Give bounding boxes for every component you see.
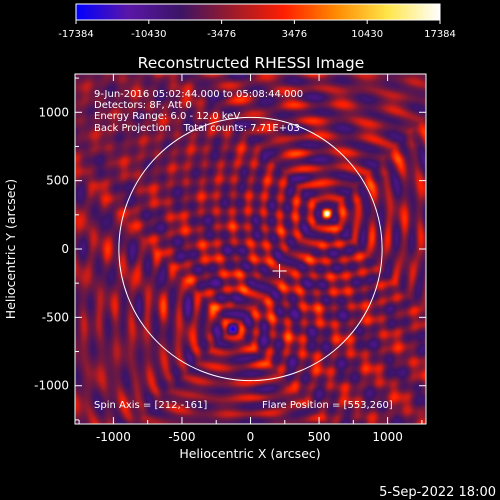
y-tick-label: 1000: [38, 105, 69, 119]
colorbar-tick-label: 3476: [282, 29, 307, 40]
footer-timestamp: 5-Sep-2022 18:00: [379, 485, 496, 500]
colorbar-tick-label: 17384: [424, 29, 456, 40]
y-axis-label: Heliocentric Y (arcsec): [3, 179, 18, 319]
colorbar: [75, 3, 441, 21]
colorbar-tick-label: -3476: [207, 29, 236, 40]
info-line-energy: Energy Range: 6.0 - 12.0 keV: [94, 111, 240, 122]
y-tick-label: -1000: [34, 379, 69, 393]
colorbar-tick-label: 10430: [351, 29, 383, 40]
x-tick-label: 0: [247, 430, 255, 444]
y-tick-label: 0: [61, 242, 69, 256]
colorbar-tick-label: -17384: [58, 29, 93, 40]
y-axis-ticks: -1000 -500 0 500 1000: [34, 77, 426, 421]
y-tick-label: -500: [42, 310, 69, 324]
x-axis-ticks: -1000 -500 0 500 1000: [78, 74, 423, 444]
info-line-time-range: 9-Jun-2016 05:02:44.000 to 05:08:44.000: [94, 89, 303, 100]
heatmap-image: [75, 74, 426, 424]
colorbar-ticks: -17384 -10430 -3476 3476 10430 17384: [58, 20, 456, 40]
x-tick-label: -1000: [96, 430, 131, 444]
x-axis-label: Heliocentric X (arcsec): [179, 446, 320, 461]
spin-axis-marker: [272, 264, 287, 279]
chart-title: Reconstructed RHESSI Image: [138, 54, 365, 72]
x-tick-label: 1000: [372, 430, 403, 444]
flare-position-label: Flare Position = [553,260]: [262, 400, 393, 411]
x-tick-label: 500: [308, 430, 331, 444]
solar-limb-circle: [118, 116, 383, 382]
y-tick-label: 500: [46, 174, 69, 188]
x-tick-label: -500: [168, 430, 195, 444]
colorbar-tick-label: -10430: [131, 29, 166, 40]
info-line-method-counts: Back Projection Total counts: 7.71E+03: [94, 123, 300, 134]
info-line-detectors: Detectors: 8F, Att 0: [94, 100, 192, 111]
spin-axis-label: Spin Axis = [212,-161]: [94, 400, 207, 411]
